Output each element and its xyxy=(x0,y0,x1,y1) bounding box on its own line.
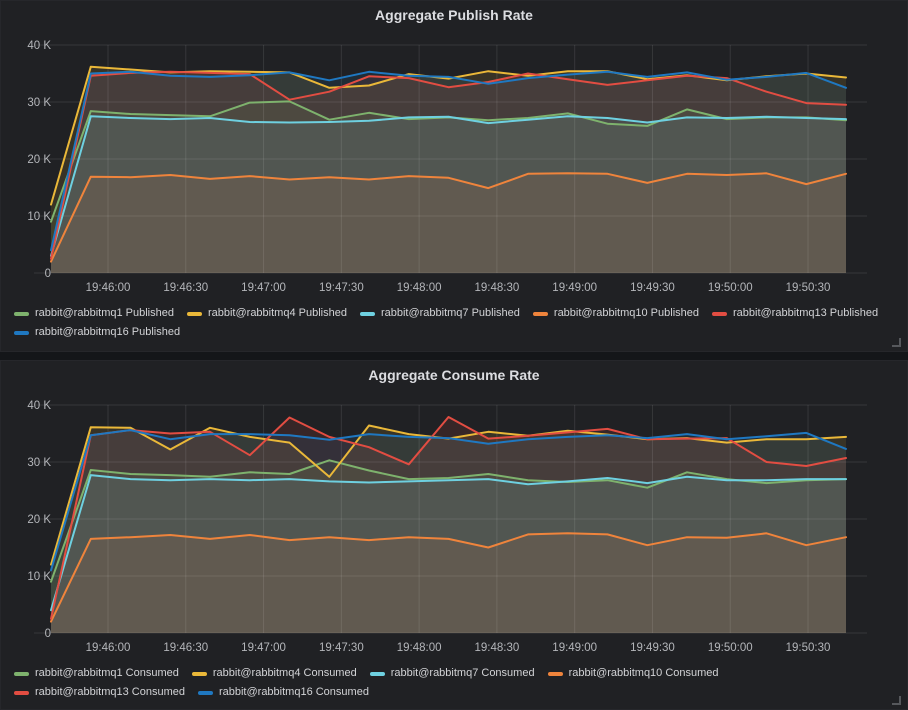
x-axis-tick-label: 19:49:00 xyxy=(552,282,597,294)
legend-series-label: rabbit@rabbitmq4 Consumed xyxy=(212,667,357,679)
publish-rate-time-series-chart[interactable]: 0 10 K 20 K 30 K 40 K 19:46:00 19:46:30 19:47:0… xyxy=(1,1,908,301)
x-axis-tick-label: 19:46:30 xyxy=(163,282,208,294)
x-axis-tick-label: 19:48:00 xyxy=(397,642,442,654)
legend-series-label: rabbit@rabbitmq4 Published xyxy=(207,307,347,319)
legend-swatch-icon xyxy=(186,311,202,316)
y-axis-tick-label: 0 xyxy=(45,628,51,640)
legend-item[interactable]: rabbit@rabbitmq7 Published xyxy=(359,304,520,323)
legend-item[interactable]: rabbit@rabbitmq1 Published xyxy=(14,304,174,323)
y-axis-tick-label: 10 K xyxy=(27,571,51,583)
x-axis-tick-label: 19:50:30 xyxy=(786,642,831,654)
x-axis-tick-label: 19:46:00 xyxy=(86,642,131,654)
x-axis-tick-label: 19:50:00 xyxy=(708,282,753,294)
legend-swatch-icon xyxy=(359,311,375,316)
series-area xyxy=(51,116,846,273)
x-axis-tick-label: 19:47:30 xyxy=(319,642,364,654)
x-axis-tick-label: 19:48:30 xyxy=(475,282,520,294)
legend-series-label: rabbit@rabbitmq1 Consumed xyxy=(35,667,179,679)
legend-item[interactable]: rabbit@rabbitmq16 Consumed xyxy=(197,683,369,702)
series-line xyxy=(50,474,847,612)
series-area xyxy=(51,425,846,633)
y-axis-tick-label: 40 K xyxy=(27,400,51,412)
x-axis-tick-label: 19:49:30 xyxy=(630,642,675,654)
x-axis-tick-label: 19:48:30 xyxy=(475,642,520,654)
legend-series-label: rabbit@rabbitmq7 Published xyxy=(380,307,520,319)
legend-item[interactable]: rabbit@rabbitmq7 Consumed xyxy=(369,664,535,683)
legend-swatch-icon xyxy=(369,671,385,676)
y-axis-tick-label: 30 K xyxy=(27,457,51,469)
panel-title[interactable]: Aggregate Publish Rate xyxy=(375,7,533,23)
series-area xyxy=(51,430,846,633)
legend-swatch-icon xyxy=(191,671,207,676)
legend-swatch-icon xyxy=(14,671,29,676)
panel-title[interactable]: Aggregate Consume Rate xyxy=(368,367,540,383)
x-axis-tick-label: 19:48:00 xyxy=(397,282,442,294)
x-axis-tick-label: 19:49:30 xyxy=(630,282,675,294)
legend-series-label: rabbit@rabbitmq16 Published xyxy=(35,326,181,338)
series-area xyxy=(51,173,846,273)
x-axis-tick-label: 19:49:00 xyxy=(552,642,597,654)
legend-series-label: rabbit@rabbitmq16 Consumed xyxy=(218,686,369,698)
panel-aggregate-consume-rate: Aggregate Consume Rate 0 10 K 20 K 30 K 40 K… xyxy=(0,360,908,710)
legend-swatch-icon xyxy=(14,330,29,335)
legend-swatch-icon xyxy=(197,690,213,695)
x-axis-tick-label: 19:47:30 xyxy=(319,282,364,294)
y-axis-tick-label: 20 K xyxy=(27,514,51,526)
legend-swatch-icon xyxy=(547,671,563,676)
legend-swatch-icon xyxy=(14,311,29,316)
y-axis-tick-label: 10 K xyxy=(27,211,51,223)
y-axis-tick-label: 30 K xyxy=(27,97,51,109)
series-line xyxy=(50,115,847,257)
publish-legend: rabbit@rabbitmq1 Published rabbit@rabbitm… xyxy=(14,304,899,342)
panel-resize-handle-icon[interactable] xyxy=(892,338,901,347)
x-axis-tick-label: 19:47:00 xyxy=(241,642,286,654)
series-line xyxy=(50,532,847,623)
x-axis-tick-label: 19:50:30 xyxy=(786,282,831,294)
series-line xyxy=(50,429,847,572)
legend-item[interactable]: rabbit@rabbitmq16 Published xyxy=(14,323,180,342)
series-area xyxy=(51,460,846,633)
x-axis-tick-label: 19:46:00 xyxy=(86,282,131,294)
legend-item[interactable]: rabbit@rabbitmq10 Published xyxy=(532,304,699,323)
y-axis-tick-label: 20 K xyxy=(27,154,51,166)
panel-resize-handle-icon[interactable] xyxy=(892,696,901,705)
series-area xyxy=(51,475,846,633)
x-axis-tick-label: 19:50:00 xyxy=(708,642,753,654)
legend-series-label: rabbit@rabbitmq10 Published xyxy=(553,307,699,319)
legend-swatch-icon xyxy=(532,311,548,316)
y-axis-tick-label: 0 xyxy=(45,268,51,280)
legend-item[interactable]: rabbit@rabbitmq4 Published xyxy=(186,304,347,323)
legend-item[interactable]: rabbit@rabbitmq10 Consumed xyxy=(547,664,719,683)
consume-legend: rabbit@rabbitmq1 Consumed rabbit@rabbitmq… xyxy=(14,664,899,702)
series-area xyxy=(51,101,846,274)
series-area xyxy=(51,533,846,633)
x-axis-tick-label: 19:47:00 xyxy=(241,282,286,294)
legend-item[interactable]: rabbit@rabbitmq13 Published xyxy=(712,304,878,323)
legend-swatch-icon xyxy=(712,311,727,316)
y-axis-tick-label: 40 K xyxy=(27,40,51,52)
legend-item[interactable]: rabbit@rabbitmq4 Consumed xyxy=(191,664,357,683)
series-line xyxy=(50,70,847,252)
legend-series-label: rabbit@rabbitmq10 Consumed xyxy=(568,667,719,679)
panel-aggregate-publish-rate: Aggregate Publish Rate 0 10 K 20 K 30 K 40 K… xyxy=(0,0,908,352)
x-axis-tick-label: 19:46:30 xyxy=(163,642,208,654)
legend-item[interactable]: rabbit@rabbitmq1 Consumed xyxy=(14,664,179,683)
legend-series-label: rabbit@rabbitmq7 Consumed xyxy=(390,667,535,679)
legend-swatch-icon xyxy=(14,690,29,695)
legend-series-label: rabbit@rabbitmq13 Published xyxy=(733,307,879,319)
series-area xyxy=(51,66,846,273)
series-line xyxy=(50,172,847,263)
series-area xyxy=(51,417,846,633)
legend-item[interactable]: rabbit@rabbitmq13 Consumed xyxy=(14,683,185,702)
consume-rate-time-series-chart[interactable]: 0 10 K 20 K 30 K 40 K 19:46:00 19:46:30 19:47:0… xyxy=(1,361,908,661)
series-line xyxy=(50,459,847,583)
legend-series-label: rabbit@rabbitmq1 Published xyxy=(35,307,174,319)
legend-series-label: rabbit@rabbitmq13 Consumed xyxy=(35,686,185,698)
